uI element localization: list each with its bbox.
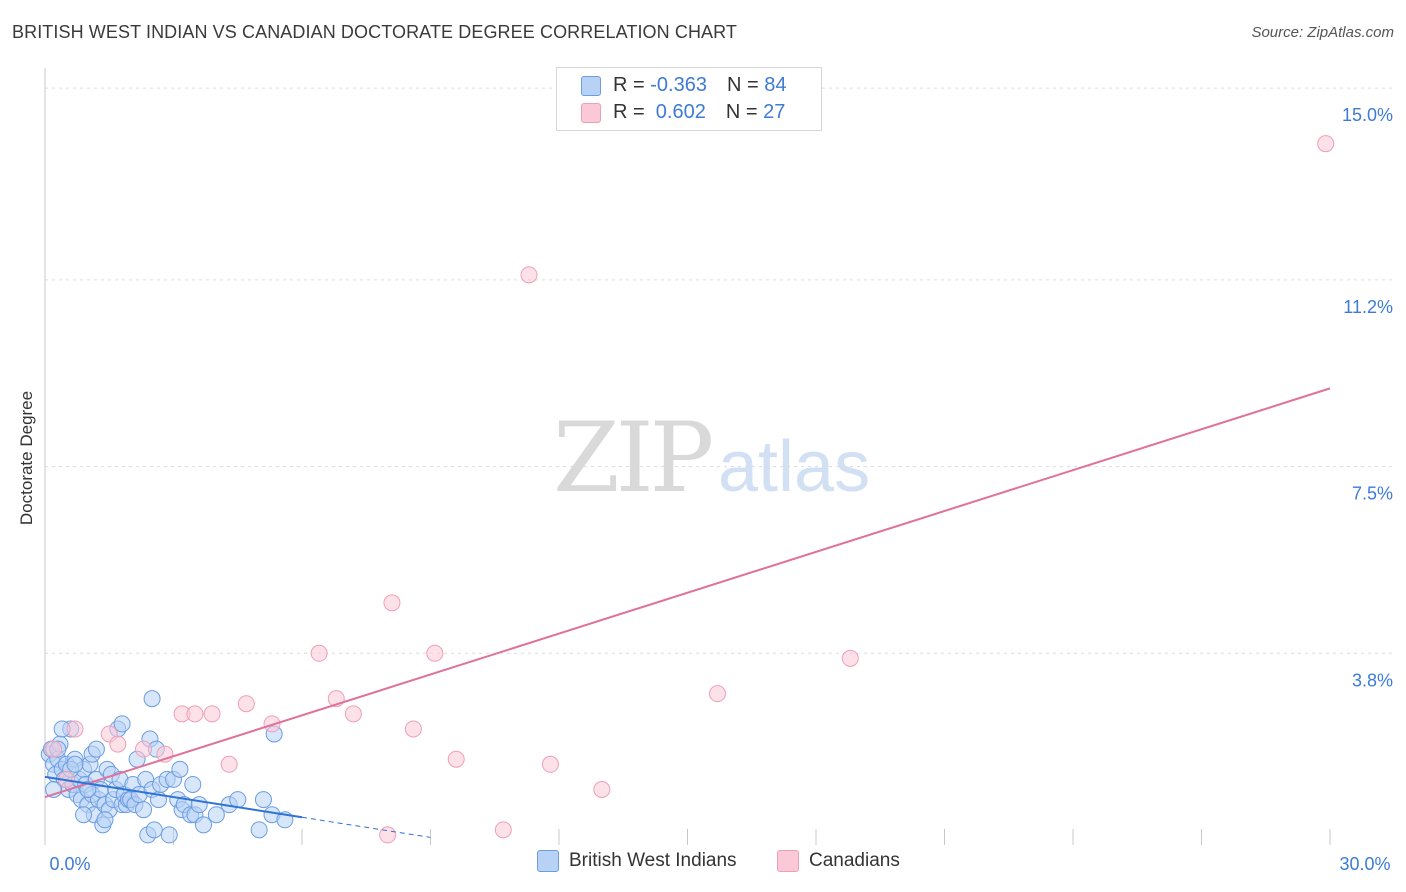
- canadians-point: [186, 705, 204, 723]
- british-west-indians-point: [145, 821, 163, 839]
- canadians-point: [447, 750, 465, 768]
- canadians-trendline: [44, 387, 1331, 799]
- british-west-indians-trendline-extension: [301, 816, 431, 838]
- british-west-indians-point: [135, 801, 153, 819]
- canadians-points: [45, 135, 1335, 844]
- y-tick-label: 7.5%: [1352, 484, 1393, 504]
- british-west-indians-point: [113, 715, 131, 733]
- stats-legend: R = -0.363 N = 84 R = 0.602 N = 27: [556, 67, 822, 131]
- canadians-point: [237, 695, 255, 713]
- legend-n-value: 84: [764, 74, 787, 96]
- legend-swatch-blue: [581, 75, 601, 96]
- tick-labels: 3.8% 7.5% 11.2% 15.0% 0.0% 30.0%: [49, 105, 1393, 874]
- legend-r-label: R =: [613, 101, 651, 123]
- british-west-indians-point: [87, 740, 105, 758]
- legend-n-label: N =: [726, 74, 765, 96]
- legend-r-value: 0.602: [650, 101, 706, 123]
- x-tick-label: 30.0%: [1339, 854, 1390, 874]
- gridlines: [45, 87, 1393, 654]
- canadians-point: [1317, 135, 1335, 153]
- british-west-indians-point: [254, 791, 272, 809]
- british-west-indians-point: [160, 826, 178, 844]
- legend-r-value: -0.363: [650, 74, 707, 96]
- canadians-point: [135, 740, 153, 758]
- canadians-point: [66, 720, 84, 738]
- bottom-legend-label: Canadians: [809, 850, 900, 872]
- british-west-indians-point: [184, 775, 202, 793]
- canadians-point: [708, 685, 726, 703]
- x-tick-label: 0.0%: [49, 854, 90, 874]
- canadians-point: [344, 705, 362, 723]
- chart-title: BRITISH WEST INDIAN VS CANADIAN DOCTORAT…: [12, 22, 738, 42]
- bottom-legend-swatch-pink: [777, 850, 799, 872]
- british-west-indians-point: [250, 821, 268, 839]
- bottom-legend-swatch-blue: [537, 850, 559, 872]
- british-west-indians-trendline: [44, 775, 303, 819]
- legend-n-label: N =: [725, 101, 764, 123]
- legend-r-label: R =: [613, 74, 651, 96]
- british-west-indians-point: [96, 811, 114, 829]
- legend-swatch-pink: [581, 102, 601, 123]
- source-credit: Source: ZipAtlas.com: [1251, 24, 1394, 41]
- bottom-legend-canadians[interactable]: Canadians: [777, 850, 900, 872]
- bottom-legend-label: British West Indians: [569, 850, 737, 872]
- legend-n-value: 27: [763, 101, 786, 123]
- british-west-indians-point: [190, 796, 208, 814]
- canadians-point: [841, 649, 859, 667]
- canadians-point: [494, 821, 512, 839]
- canadians-point: [541, 755, 559, 773]
- british-west-indians-point: [171, 760, 189, 778]
- y-tick-label: 3.8%: [1352, 670, 1393, 690]
- canadians-point: [404, 720, 422, 738]
- axes: [44, 68, 1331, 845]
- british-west-indians-point: [66, 755, 84, 773]
- y-tick-label: 15.0%: [1342, 105, 1393, 125]
- canadians-point: [520, 266, 538, 284]
- canadians-point: [310, 644, 328, 662]
- canadians-point: [45, 740, 63, 758]
- watermark-zip: ZIP: [553, 402, 714, 514]
- british-west-indians-point: [194, 816, 212, 834]
- british-west-indians-point: [143, 690, 161, 708]
- trendlines: [44, 387, 1331, 838]
- canadians-point: [426, 644, 444, 662]
- canadians-point: [383, 594, 401, 612]
- canadians-point: [203, 705, 221, 723]
- british-west-indians-points: [40, 690, 294, 844]
- y-tick-label: 11.2%: [1343, 297, 1393, 317]
- british-west-indians-point: [229, 791, 247, 809]
- legend-row-canadians: R = 0.602 N = 27: [581, 101, 785, 127]
- bottom-legend-british-west-indians[interactable]: British West Indians: [537, 850, 737, 872]
- canadians-point: [220, 755, 238, 773]
- legend-row-british-west-indians: R = -0.363 N = 84: [581, 74, 786, 100]
- canadians-point: [593, 781, 611, 798]
- british-west-indians-point: [75, 806, 93, 824]
- canadians-point: [379, 826, 397, 844]
- canadians-point: [109, 735, 127, 753]
- british-west-indians-point: [207, 806, 225, 824]
